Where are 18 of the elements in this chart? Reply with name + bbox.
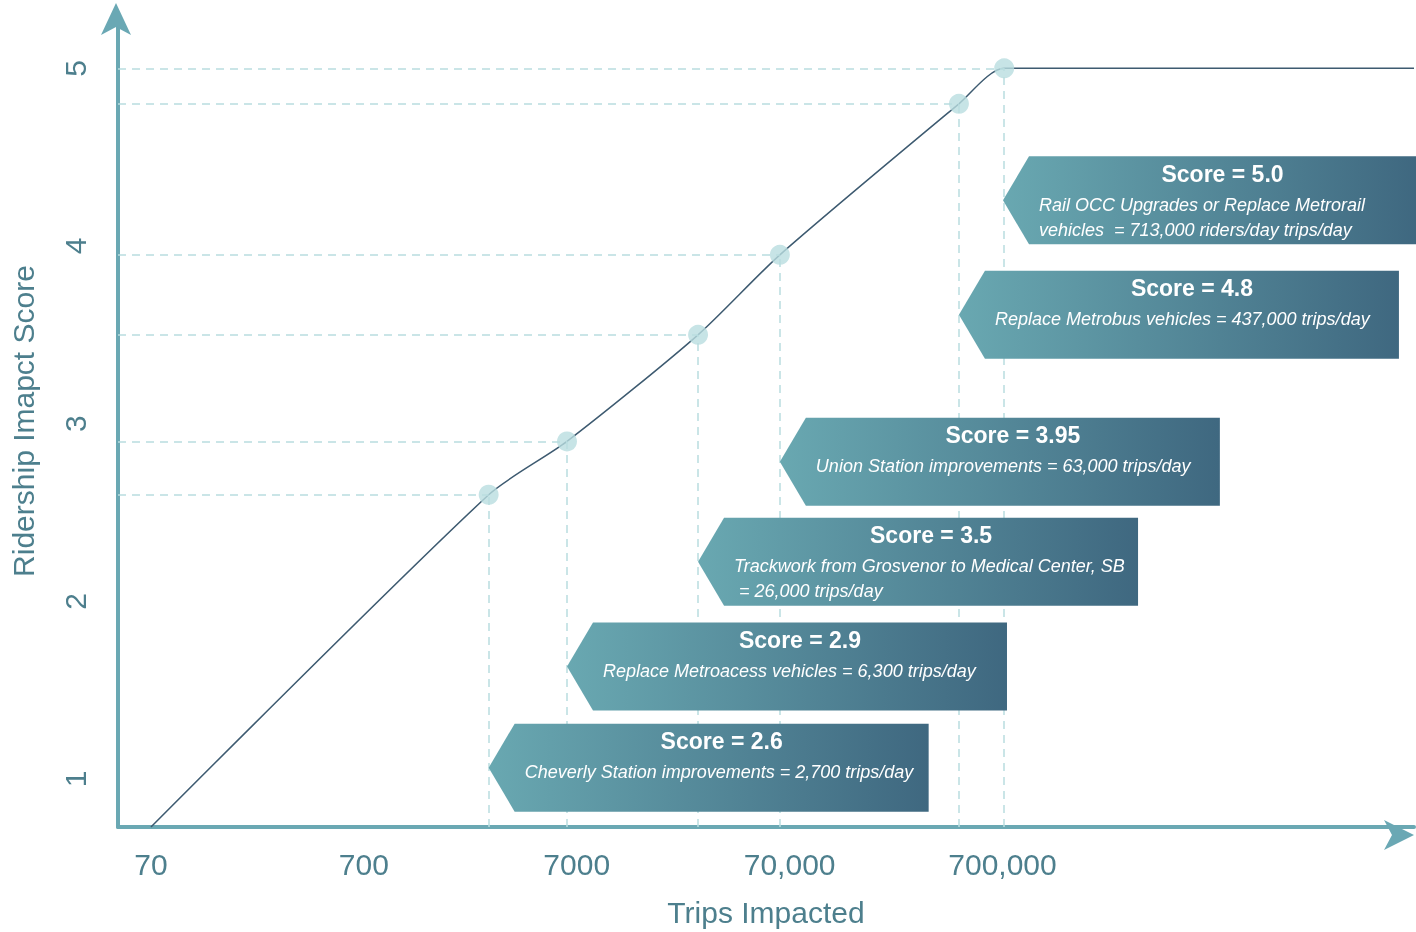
x-tick-label: 70,000 [743,847,836,881]
y-tick-label: 3 [58,415,92,433]
x-tick-label: 700,000 [948,847,1057,881]
y-tick-label: 2 [58,593,92,610]
y-axis-title: Ridership Imapct Score [6,265,40,577]
x-tick-label: 700 [338,847,389,881]
annotation: Score = 2.9 Replace Metroacess vehicles = 6,300 trips/day [602,626,977,681]
annotation: Score = 4.8 Replace Metrobus vehicles = 437,000 trips/day [994,275,1371,330]
x-tick-label: 7000 [543,847,611,881]
y-tick-label: 5 [58,59,92,77]
annotation: Score = 3.5 Trackwork from Grosvenor to Medical Center, SB = 26,000 trips/day [734,522,1125,602]
y-tick-label: 1 [58,770,92,788]
annotation: Score = 5.0 Rail OCC Upgrades or Replace Metrorail vehicles = 713,000 riders/day trips/day [1039,160,1371,240]
annotation: Score = 3.95 Union Station improvements = 63,000 trips/day [815,422,1192,477]
annotation: Score = 2.6 Cheverly Station improvements = 2,700 trips/day [524,728,915,783]
y-tick-label: 4 [58,237,92,255]
x-axis-title: Trips Impacted [667,895,865,929]
x-tick-label: 70 [134,847,168,881]
